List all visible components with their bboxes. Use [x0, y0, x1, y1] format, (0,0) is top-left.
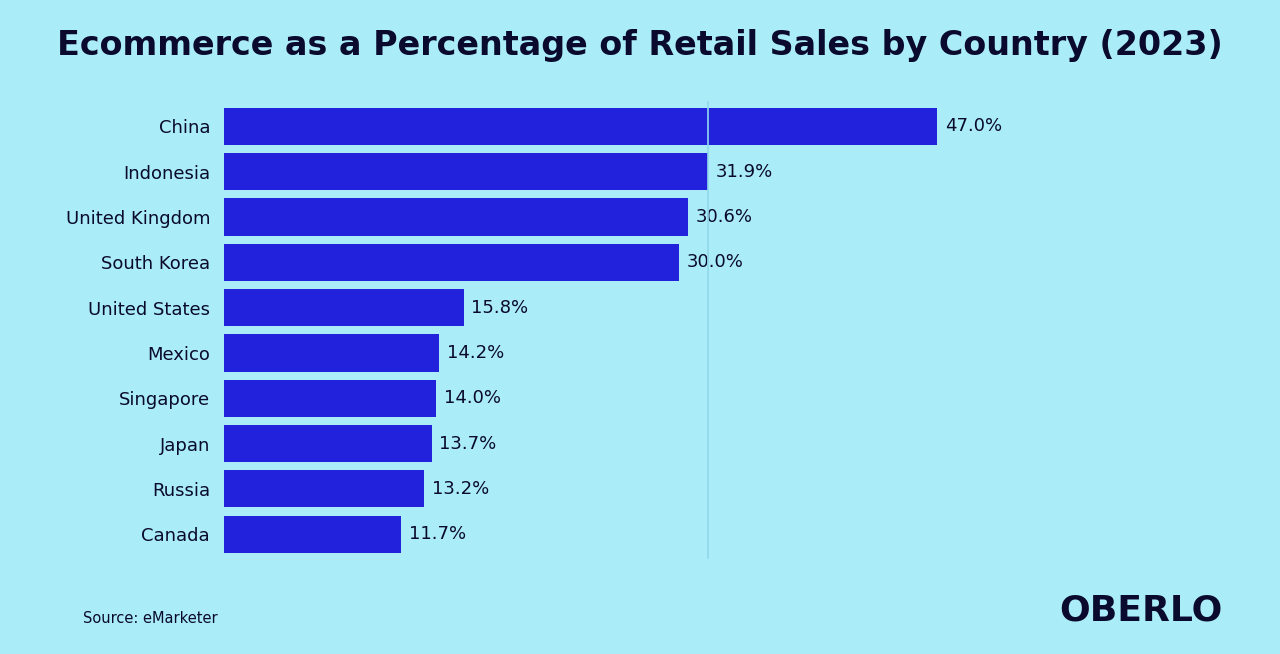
Text: 13.2%: 13.2%: [431, 480, 489, 498]
Text: 15.8%: 15.8%: [471, 299, 529, 317]
Text: 31.9%: 31.9%: [716, 163, 773, 181]
Bar: [224, 334, 439, 371]
Text: 14.2%: 14.2%: [447, 344, 504, 362]
Bar: [224, 515, 402, 553]
Bar: [224, 108, 937, 145]
Bar: [224, 244, 680, 281]
Bar: [224, 153, 708, 190]
Text: Source: eMarketer: Source: eMarketer: [83, 611, 218, 625]
Text: 13.7%: 13.7%: [439, 435, 497, 453]
Bar: [224, 289, 463, 326]
Text: 47.0%: 47.0%: [945, 117, 1002, 135]
Text: 14.0%: 14.0%: [444, 389, 500, 407]
Text: OBERLO: OBERLO: [1059, 594, 1222, 628]
Text: Ecommerce as a Percentage of Retail Sales by Country (2023): Ecommerce as a Percentage of Retail Sale…: [58, 29, 1222, 62]
Text: 30.6%: 30.6%: [696, 208, 753, 226]
Bar: [224, 425, 431, 462]
Text: 11.7%: 11.7%: [410, 525, 466, 543]
Bar: [224, 470, 424, 508]
Bar: [224, 198, 689, 235]
Bar: [224, 380, 436, 417]
Text: 30.0%: 30.0%: [686, 253, 744, 271]
